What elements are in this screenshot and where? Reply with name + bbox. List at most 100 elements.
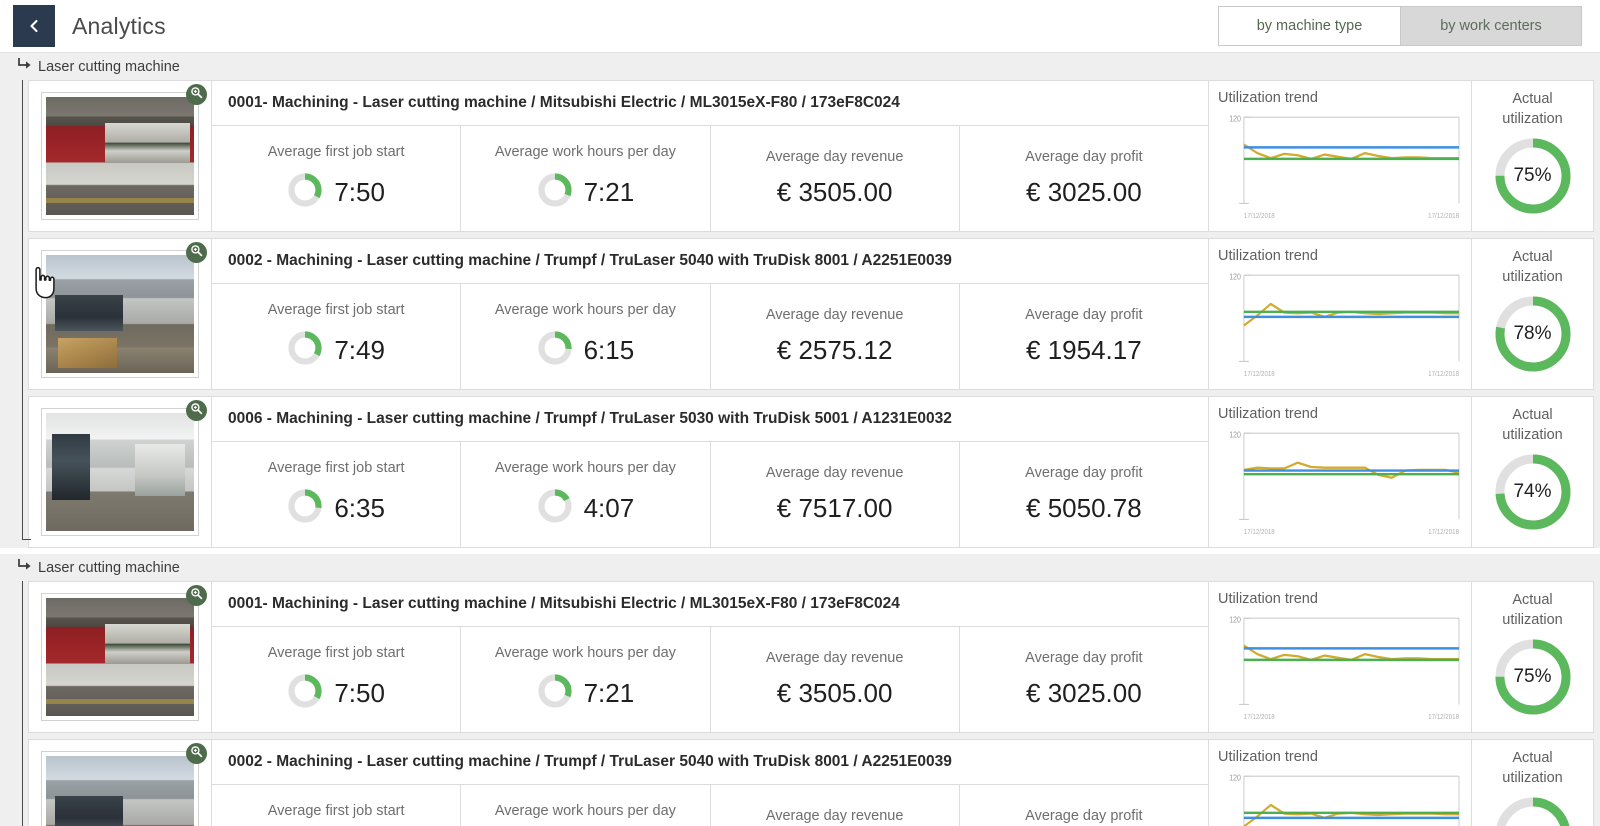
machine-title: 0001- Machining - Laser cutting machine …	[212, 81, 1208, 126]
svg-text:17/12/2018: 17/12/2018	[1244, 713, 1275, 721]
kpi-label: Average day profit	[1025, 808, 1143, 824]
magnifier-icon	[190, 745, 203, 763]
gauge-title-line1: Actual	[1512, 407, 1553, 423]
kpi-value: € 3505.00	[776, 177, 893, 207]
magnifier-icon	[190, 86, 203, 104]
kpi-value: € 7517.00	[776, 493, 893, 523]
machine-thumbnail-cell[interactable]	[29, 397, 212, 547]
gauge-title-line2: utilization	[1502, 426, 1563, 443]
actual-utilization-cell: Actual utilization 78%	[1471, 239, 1593, 389]
chart-title: Utilization trend	[1218, 90, 1318, 106]
gauge-title: Actual utilization	[1502, 406, 1562, 445]
kpi-value: 7:21	[583, 678, 635, 708]
arrow-right-icon	[18, 558, 31, 577]
kpi-day-revenue: Average day revenue € 7517.00	[711, 442, 960, 547]
machine-thumbnail-cell[interactable]	[29, 81, 212, 231]
kpi-row: Average first job start 7:49 Average wor…	[212, 284, 1208, 389]
svg-text:17/12/2018: 17/12/2018	[1428, 212, 1459, 220]
kpi-work-hours-per-day: Average work hours per day 7:21	[461, 126, 711, 231]
machine-thumbnail-cell[interactable]	[29, 239, 212, 389]
utilization-trend-chart: 120 17/12/2018 17/12/2018	[1229, 272, 1460, 378]
thumbnail-frame	[41, 242, 207, 378]
kpi-first-job-start: Average first job start 7:50	[212, 627, 462, 732]
machine-main-cell: 0002 - Machining - Laser cutting machine…	[212, 740, 1208, 826]
thumbnail-zoom-button[interactable]	[186, 585, 207, 606]
kpi-value-row: 6:35	[287, 488, 385, 529]
kpi-value: 7:50	[334, 678, 385, 708]
machine-card[interactable]: 0002 - Machining - Laser cutting machine…	[28, 739, 1594, 826]
magnifier-icon	[190, 402, 203, 420]
kpi-value-row: 7:49	[287, 330, 385, 371]
kpi-label: Average work hours per day	[494, 645, 676, 661]
machine-card[interactable]: 0001- Machining - Laser cutting machine …	[28, 581, 1594, 733]
kpi-label: Average first job start	[267, 460, 405, 476]
group-body: 0001- Machining - Laser cutting machine …	[0, 581, 1600, 826]
thumbnail-frame	[41, 84, 207, 220]
actual-utilization-cell: Actual utilization 75%	[1471, 582, 1593, 732]
thumbnail-zoom-button[interactable]	[186, 743, 207, 764]
kpi-label: Average first job start	[267, 144, 405, 160]
tab-by-work-centers[interactable]: by work centers	[1400, 7, 1581, 45]
kpi-day-revenue: Average day revenue € 2575.12	[711, 284, 960, 389]
kpi-row: Average first job start 7:49 Average wor…	[212, 785, 1208, 826]
utilization-trend-chart: 120 17/12/2018 17/12/2018	[1229, 773, 1460, 826]
gauge-title-line2: utilization	[1502, 110, 1563, 127]
thumbnail-zoom-button[interactable]	[186, 400, 207, 421]
chart-canvas: 120 17/12/2018 17/12/2018	[1218, 268, 1463, 383]
group-header[interactable]: Laser cutting machine	[0, 53, 1600, 80]
kpi-first-job-start: Average first job start 6:35	[212, 442, 462, 547]
machine-title: 0002 - Machining - Laser cutting machine…	[212, 239, 1208, 284]
gauge-title-line1: Actual	[1512, 592, 1553, 608]
magnifier-icon	[190, 587, 203, 605]
machine-photo-0002	[46, 255, 194, 373]
utilization-trend-cell: Utilization trend 120 17/12/2018 17/12/2…	[1208, 582, 1471, 732]
machine-photo-0006	[46, 413, 194, 531]
group-label: Laser cutting machine	[38, 58, 180, 75]
machine-card[interactable]: 0002 - Machining - Laser cutting machine…	[28, 238, 1594, 390]
group-body: 0001- Machining - Laser cutting machine …	[0, 80, 1600, 548]
thumbnail-zoom-button[interactable]	[186, 242, 207, 263]
machine-title: 0006 - Machining - Laser cutting machine…	[212, 397, 1208, 442]
view-mode-toggle[interactable]: by machine type by work centers	[1218, 6, 1582, 46]
work-hours-gauge	[537, 673, 573, 714]
utilization-percent: 74%	[1513, 481, 1552, 503]
machine-thumbnail-cell[interactable]	[29, 740, 212, 826]
kpi-value-row: € 3505.00	[777, 678, 893, 709]
machine-group: Laser cutting machine 0001- Machining - …	[0, 554, 1600, 826]
machine-photo-0001	[46, 598, 194, 716]
kpi-first-job-start: Average first job start 7:49	[212, 785, 462, 826]
kpi-row: Average first job start 7:50 Average wor…	[212, 126, 1208, 231]
kpi-value: 7:50	[334, 177, 385, 207]
kpi-label: Average day revenue	[765, 149, 904, 165]
kpi-day-profit: Average day profit € 3025.00	[960, 627, 1208, 732]
chart-title: Utilization trend	[1218, 749, 1318, 765]
machine-card[interactable]: 0006 - Machining - Laser cutting machine…	[28, 396, 1594, 548]
svg-text:17/12/2018: 17/12/2018	[1244, 212, 1275, 220]
machine-card[interactable]: 0001- Machining - Laser cutting machine …	[28, 80, 1594, 232]
kpi-value: € 3505.00	[776, 678, 893, 708]
chart-canvas: 120 17/12/2018 17/12/2018	[1218, 110, 1463, 225]
svg-text:120: 120	[1229, 114, 1241, 124]
analytics-scroll-area[interactable]: Laser cutting machine 0001- Machining - …	[0, 53, 1600, 826]
tab-by-machine-type[interactable]: by machine type	[1219, 7, 1400, 45]
chart-title: Utilization trend	[1218, 248, 1318, 264]
kpi-value-row: 6:15	[537, 330, 634, 371]
kpi-value: € 5050.78	[1026, 493, 1142, 523]
tree-connector	[22, 80, 31, 540]
machine-thumbnail-cell[interactable]	[29, 582, 212, 732]
thumbnail-zoom-button[interactable]	[186, 84, 207, 105]
svg-text:120: 120	[1229, 773, 1241, 783]
back-button[interactable]	[13, 5, 55, 47]
tree-connector	[22, 581, 23, 826]
first-job-start-gauge	[287, 330, 323, 371]
chart-canvas: 120 17/12/2018 17/12/2018	[1218, 769, 1463, 826]
actual-utilization-cell: Actual utilization 75%	[1471, 81, 1593, 231]
kpi-label: Average first job start	[267, 645, 405, 661]
kpi-value-row: € 3505.00	[777, 177, 893, 208]
gauge-title-line1: Actual	[1512, 750, 1553, 766]
utilization-donut: 78%	[1490, 792, 1576, 826]
kpi-day-profit: Average day profit € 5050.78	[960, 442, 1208, 547]
gauge-title-line2: utilization	[1502, 268, 1563, 285]
group-header[interactable]: Laser cutting machine	[0, 554, 1600, 581]
kpi-value-row: € 3025.00	[1026, 678, 1142, 709]
